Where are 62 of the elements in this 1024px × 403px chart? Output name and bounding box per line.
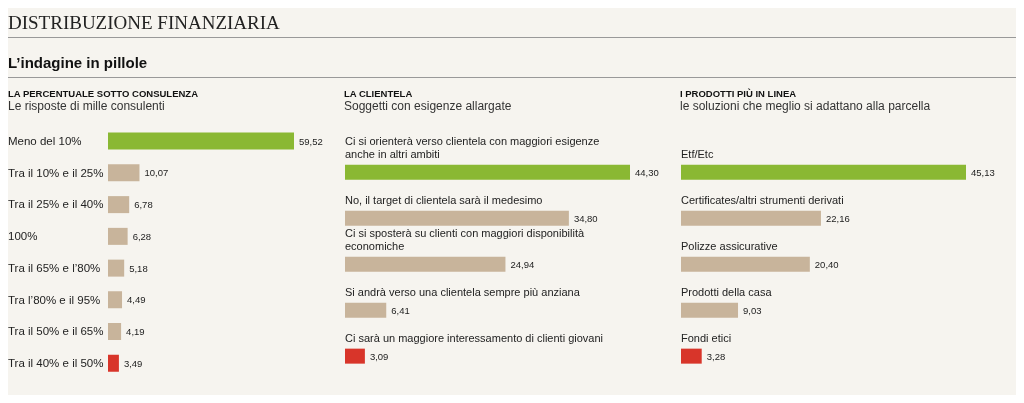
y-tick-label: No, il target di clientela sarà il medesimo [345, 194, 543, 206]
y-tick-label: 100% [8, 230, 38, 243]
data-label: 3,28 [706, 350, 726, 362]
bar [108, 164, 140, 182]
y-tick-label: Ci si orienterà verso clientela con maggiori esigenze anche in altri ambiti [345, 135, 600, 160]
y-tick-label: Ci si sposterà su clienti con maggiori disponibilità economiche [345, 227, 585, 252]
data-label: 9,03 [743, 304, 762, 316]
bar [345, 348, 365, 364]
chart-title: I PRODOTTI PIÙ IN LINEA [680, 88, 798, 99]
y-tick-label: Meno del 10% [8, 134, 82, 147]
chart-title: LA CLIENTELA [344, 88, 414, 99]
bar [681, 164, 966, 180]
chart-subtitle: Soggetti con esigenze allargate [344, 99, 513, 113]
y-tick-label: Etf/Etc [681, 148, 714, 160]
text: L’indagine in pillole [8, 54, 1016, 78]
data-label: 6,78 [134, 199, 153, 211]
y-tick-label: Si andrà verso una clientela sempre più anziana [345, 286, 581, 298]
data-label: 22,16 [825, 212, 850, 224]
chart-subtitle: le soluzioni che meglio si adattano alla parcella [680, 99, 932, 113]
y-tick-label: Prodotti della casa [681, 286, 773, 298]
data-label: 34,80 [573, 212, 598, 224]
bar [345, 210, 569, 226]
data-label: 59,52 [299, 135, 323, 147]
bar [108, 291, 123, 309]
y-tick-label: Tra l’80% e il 95% [8, 293, 101, 306]
bar [681, 348, 702, 364]
y-tick-label: Tra il 10% e il 25% [8, 166, 104, 179]
data-label: 24,94 [510, 258, 535, 270]
chart-subtitle: Le risposte di mille consulenti [8, 99, 166, 113]
bar [108, 259, 125, 277]
data-label: 20,40 [814, 258, 839, 270]
bar [681, 210, 821, 226]
data-label: 3,49 [123, 357, 143, 369]
data-label: 5,18 [129, 262, 148, 274]
data-label: 4,19 [126, 326, 145, 338]
chart-title: LA PERCENTUALE SOTTO CONSULENZA [8, 88, 199, 99]
bar [108, 227, 128, 245]
data-label: 10,07 [144, 167, 169, 179]
data-label: 3,09 [369, 350, 389, 362]
data-label: 6,41 [391, 304, 410, 316]
data-label: 45,13 [971, 166, 995, 178]
data-label: 4,49 [127, 294, 146, 306]
bar [345, 164, 630, 180]
bar [108, 196, 130, 214]
y-tick-label: Certificates/altri strumenti derivati [681, 194, 844, 206]
bar [108, 354, 119, 372]
y-tick-label: Tra il 40% e il 50% [8, 357, 104, 370]
bar [681, 302, 739, 318]
y-tick-label: Ci sarà un maggiore interessamento di clienti giovani [345, 332, 604, 344]
y-tick-label: Tra il 25% e il 40% [8, 198, 104, 211]
y-tick-label: Fondi etici [681, 332, 732, 344]
data-label: 6,28 [132, 230, 152, 242]
text: DISTRIBUZIONE FINANZIARIA [8, 12, 1016, 38]
bar [108, 323, 122, 341]
data-label: 44,30 [635, 166, 659, 178]
bar [345, 302, 387, 318]
bar [345, 256, 506, 272]
y-tick-label: Tra il 50% e il 65% [8, 325, 104, 338]
y-tick-label: Polizze assicurative [681, 240, 778, 252]
bar [681, 256, 810, 272]
y-tick-label: Tra il 65% e l’80% [8, 261, 101, 274]
bar [108, 132, 294, 150]
